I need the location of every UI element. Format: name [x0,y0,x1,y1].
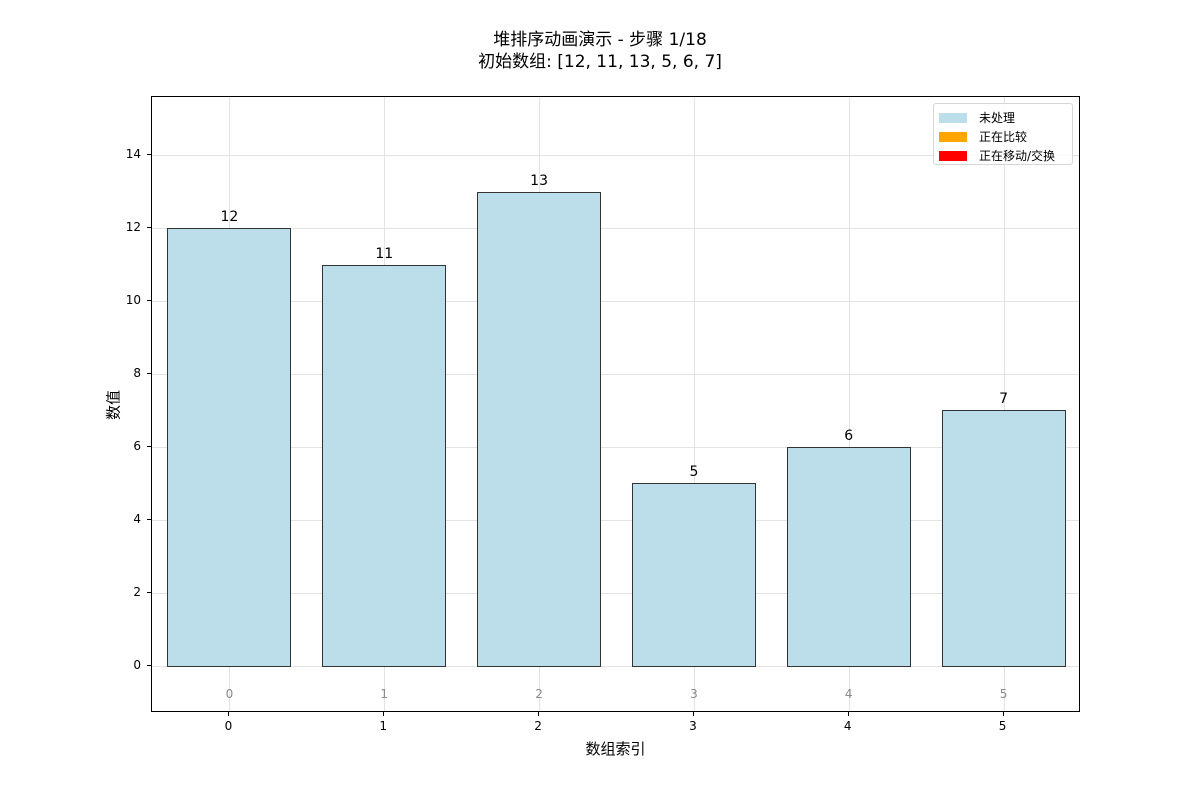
y-tick [147,445,151,447]
gridline-horizontal [152,301,1079,303]
x-tick [692,712,694,716]
y-tick [147,373,151,375]
x-tick [847,712,849,716]
legend-label: 正在比较 [979,130,1028,144]
bar-value-label: 11 [375,245,394,262]
y-tick-label: 14 [125,147,141,162]
y-tick [147,227,151,229]
legend-label: 正在移动/交换 [979,149,1056,163]
legend-swatch-swapping [939,150,967,161]
x-tick-label: 1 [379,719,388,733]
bar-value-label: 13 [530,172,548,189]
legend-item-comparing: 正在比较 [939,127,1072,146]
gridline-horizontal [152,665,1079,667]
y-tick-label: 8 [133,366,141,381]
bar-3 [631,483,756,667]
chart-subtitle: 初始数组: [12, 11, 13, 5, 6, 7] [478,52,722,72]
y-tick-label: 6 [133,438,141,453]
y-tick-label: 12 [125,220,141,235]
legend-label: 未处理 [979,111,1016,125]
x-tick [538,712,540,716]
legend-item-swapping: 正在移动/交换 [939,146,1072,165]
y-tick-label: 10 [125,293,141,308]
bar-index-label: 3 [690,686,698,701]
y-tick [147,518,151,520]
bar-0 [167,228,292,667]
y-tick-label: 2 [133,584,141,599]
bar-index-label: 4 [844,686,853,701]
bar-4 [786,446,911,667]
y-tick [147,154,151,156]
bar-5 [941,410,1066,667]
x-axis-label: 数组索引 [585,740,646,758]
plot-area: 12 0 11 1 13 2 5 3 6 4 7 5 [151,96,1080,712]
bar-value-label: 5 [689,464,699,481]
y-tick [147,664,151,666]
x-tick [228,712,230,716]
bar-value-label: 7 [999,391,1009,408]
y-tick-label: 0 [133,657,141,672]
x-tick-label: 2 [534,719,542,733]
legend-item-unprocessed: 未处理 [939,108,1072,127]
gridline-vertical [1003,97,1005,711]
bar-index-label: 2 [535,686,543,701]
bar-index-label: 1 [380,686,389,701]
gridline-horizontal [152,592,1079,594]
bar-2 [477,191,601,667]
x-tick [1002,712,1004,716]
gridline-horizontal [152,155,1079,157]
bar-value-label: 12 [220,209,239,226]
legend-swatch-comparing [939,131,967,142]
chart-title: 堆排序动画演示 - 步骤 1/18 [493,30,707,50]
y-tick [147,591,151,593]
y-tick [147,300,151,302]
bar-value-label: 6 [844,427,854,444]
gridline-horizontal [152,446,1079,448]
gridline-vertical [848,97,850,711]
gridline-horizontal [152,374,1079,376]
gridline-vertical [693,97,695,711]
x-tick-label: 5 [998,719,1007,733]
bar-index-label: 0 [225,686,234,701]
x-tick [383,712,385,716]
gridline-horizontal [152,519,1079,521]
bar-index-label: 5 [999,686,1008,701]
gridline-horizontal [152,228,1079,230]
y-axis-label: 数值 [104,389,123,421]
legend: 未处理 正在比较 正在移动/交换 [933,103,1073,165]
x-tick-label: 0 [224,719,233,733]
x-tick-label: 4 [843,719,852,733]
x-tick-label: 3 [689,719,697,733]
legend-swatch-unprocessed [939,112,967,123]
y-tick-label: 4 [133,511,141,526]
bar-1 [322,264,447,667]
